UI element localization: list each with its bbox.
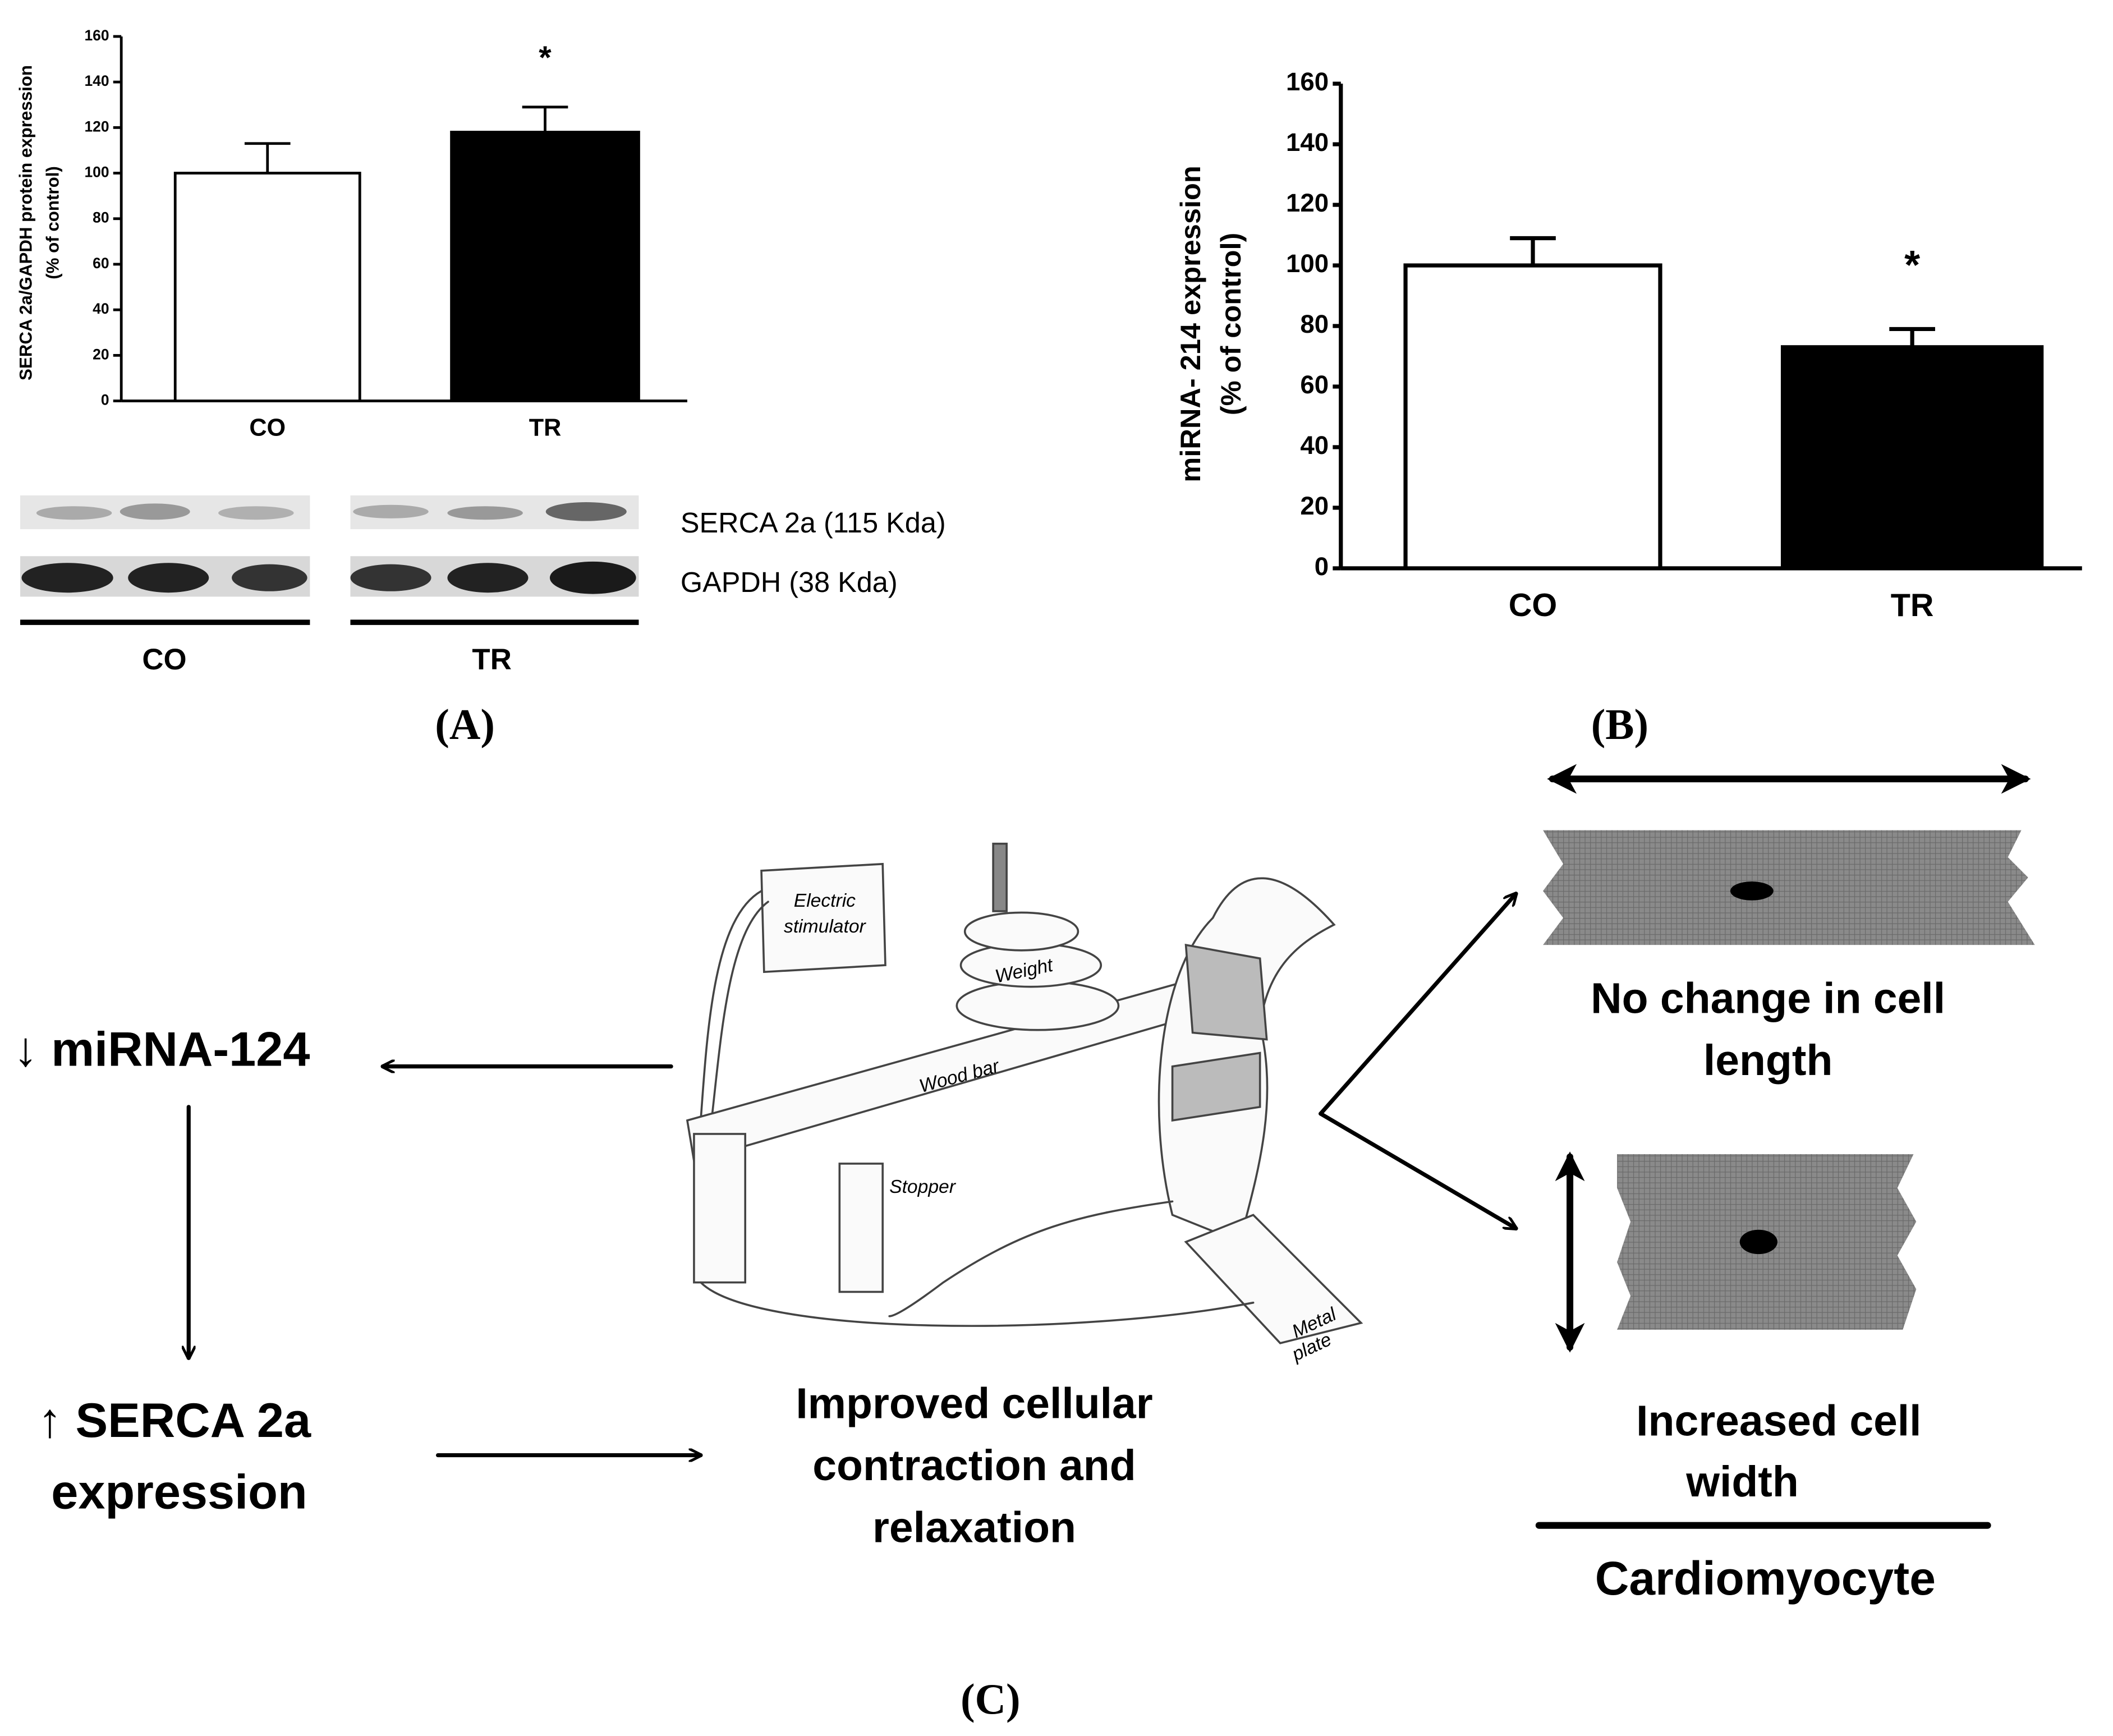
length-label: length [1703,1036,1832,1085]
y-axis-label: (% of control) [1215,233,1247,415]
y-tick-label: 20 [1300,492,1329,520]
band [36,506,112,520]
serca-label: ↑ SERCA 2a [38,1394,311,1448]
x-tick-label: CO [1509,587,1557,623]
y-tick-label: 140 [1286,128,1329,157]
tail [888,1200,1174,1317]
x-tick-label: TR [1891,587,1934,623]
arrow [1319,1112,1516,1229]
y-tick-label: 0 [1315,552,1329,581]
bar [450,131,640,402]
apparatus-label: Stopper [889,1177,957,1197]
y-axis-label: SERCA 2a/GAPDH protein expression [16,65,35,380]
y-tick-label: 100 [84,164,109,181]
apparatus [686,842,1363,1344]
y-tick-label: 40 [93,300,109,317]
width-label: Increased cell [1636,1397,1921,1445]
significance: * [1904,243,1920,288]
stopper [838,1163,884,1293]
y-tick-label: 80 [1300,310,1329,338]
outcome-label: contraction and [812,1441,1136,1490]
x-tick-label: TR [529,414,562,441]
apparatus-label: stimulator [784,916,866,937]
western-blot: SERCA 2a (115 Kda) GAPDH (38 Kda) CO TR [20,495,946,676]
y-tick-label: 120 [1286,189,1329,217]
panel-label: (A) [435,700,495,748]
band [350,564,431,591]
band [120,503,190,520]
bar [1403,263,1662,571]
wire [700,890,769,1122]
serca-label: expression [51,1466,307,1519]
y-tick-label: 100 [1286,249,1329,278]
bar [1780,345,2044,571]
cell-label: Cardiomyocyte [1595,1552,1936,1605]
cell [1543,830,2035,945]
y-tick-label: 140 [84,72,109,89]
band [218,506,294,520]
outcome-label: relaxation [872,1504,1076,1552]
band [447,563,529,593]
y-axis-label: (% of control) [43,166,62,279]
panel-label: (B) [1591,700,1648,748]
y-axis-label: miRNA- 214 expression [1174,166,1206,482]
panel-label: (C) [961,1675,1021,1723]
band [549,561,636,594]
band [447,506,523,520]
length-label: No change in cell [1591,974,1945,1022]
band [545,502,627,521]
outcome-label: Improved cellular [796,1379,1152,1427]
y-tick-label: 60 [93,255,109,272]
y-tick-label: 20 [93,346,109,362]
width-label: width [1685,1458,1799,1506]
band [353,504,429,518]
significance: * [539,40,552,76]
diagram: ↓ miRNA-124 ↑ SERCA 2a expression Improv… [13,764,2035,1605]
post [693,1133,746,1284]
rod [992,842,1008,912]
band [232,564,307,591]
apparatus-label: Electric [794,890,856,911]
nucleus [1730,881,1774,901]
stimulator [760,862,886,973]
bar [173,172,361,402]
y-tick-label: 60 [1300,370,1329,399]
vest [1171,943,1268,1122]
arrow [1319,894,1516,1116]
band [128,563,209,593]
y-tick-label: 40 [1300,431,1329,460]
band-label: SERCA 2a (115 Kda) [681,507,946,539]
mirna-label: ↓ miRNA-124 [13,1022,310,1076]
band [21,563,113,593]
metal-plate [1184,1214,1363,1344]
band-label: GAPDH (38 Kda) [681,566,898,598]
y-tick-label: 160 [1286,67,1329,96]
weight-disk [963,911,1080,952]
y-tick-label: 0 [101,392,109,408]
wire [700,1281,1255,1327]
nucleus [1739,1229,1777,1255]
group-label: TR [472,643,511,676]
group-label: CO [142,643,186,676]
y-tick-label: 120 [84,118,109,135]
y-tick-label: 160 [84,27,109,44]
weight-disk [956,980,1120,1031]
y-tick-label: 80 [93,209,109,226]
x-tick-label: CO [249,414,286,441]
